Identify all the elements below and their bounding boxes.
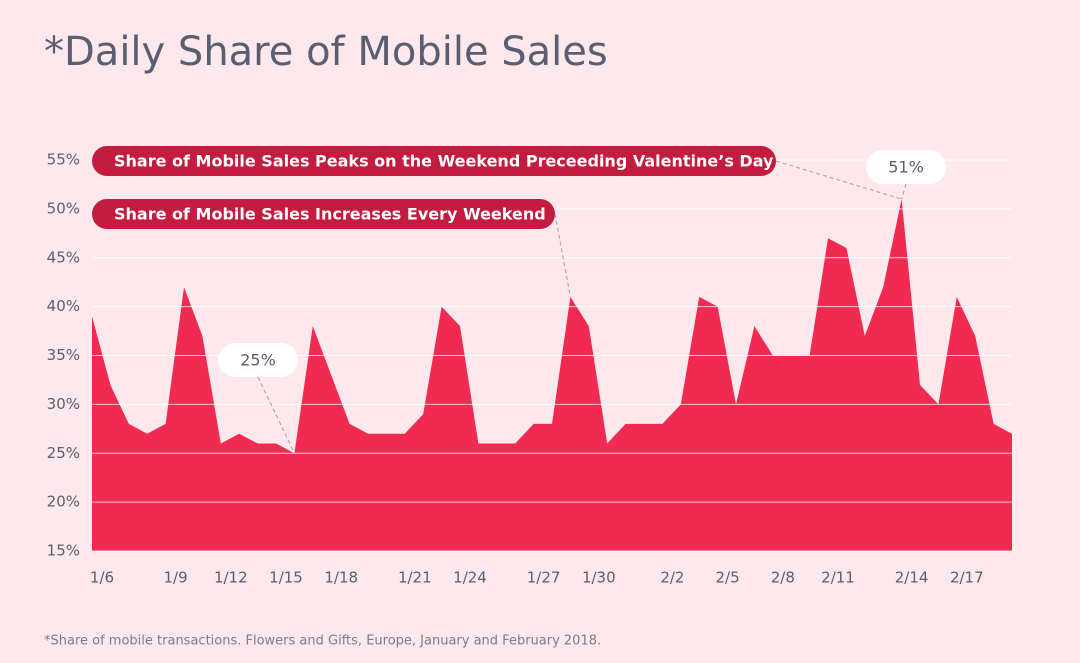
x-tick-label: 2/17 — [950, 569, 984, 587]
x-tick-label: 1/15 — [269, 569, 303, 587]
y-tick-label: 50% — [47, 199, 80, 217]
value-label: 51% — [888, 158, 924, 177]
x-tick-label: 1/18 — [324, 569, 358, 587]
y-tick-label: 45% — [47, 248, 80, 266]
chart-title: *Daily Share of Mobile Sales — [44, 29, 608, 75]
x-tick-label: 1/27 — [527, 569, 561, 587]
y-tick-label: 40% — [47, 297, 80, 315]
x-tick-label: 1/12 — [214, 569, 248, 587]
x-tick-label: 1/30 — [582, 569, 616, 587]
annotation-box — [92, 199, 555, 229]
x-tick-label: 2/5 — [716, 569, 740, 587]
leader-line — [257, 376, 295, 454]
y-tick-label: 55% — [47, 151, 80, 169]
y-tick-label: 15% — [47, 542, 80, 560]
x-tick-label: 2/2 — [660, 569, 684, 587]
footnote: *Share of mobile transactions. Flowers a… — [44, 634, 601, 649]
x-tick-label: 1/9 — [164, 569, 188, 587]
leader-line — [901, 183, 907, 200]
x-tick-label: 1/21 — [398, 569, 432, 587]
y-tick-label: 35% — [47, 346, 80, 364]
y-tick-label: 30% — [47, 395, 80, 413]
x-tick-label: 1/6 — [90, 569, 114, 587]
leader-line — [554, 213, 571, 297]
value-label-box — [866, 150, 946, 184]
x-tick-label: 2/14 — [895, 569, 929, 587]
value-label: 25% — [240, 351, 276, 370]
value-label-box — [218, 343, 298, 377]
x-tick-label: 1/24 — [453, 569, 487, 587]
x-tick-label: 2/8 — [771, 569, 795, 587]
y-tick-label: 25% — [47, 444, 80, 462]
annotation-box — [92, 146, 776, 176]
annotation-text: Share of Mobile Sales Peaks on the Weeke… — [114, 152, 774, 171]
y-tick-label: 20% — [47, 493, 80, 511]
annotation-text: Share of Mobile Sales Increases Every We… — [114, 205, 546, 224]
leader-line — [775, 160, 902, 200]
area — [92, 199, 1012, 551]
x-tick-label: 2/11 — [821, 569, 855, 587]
